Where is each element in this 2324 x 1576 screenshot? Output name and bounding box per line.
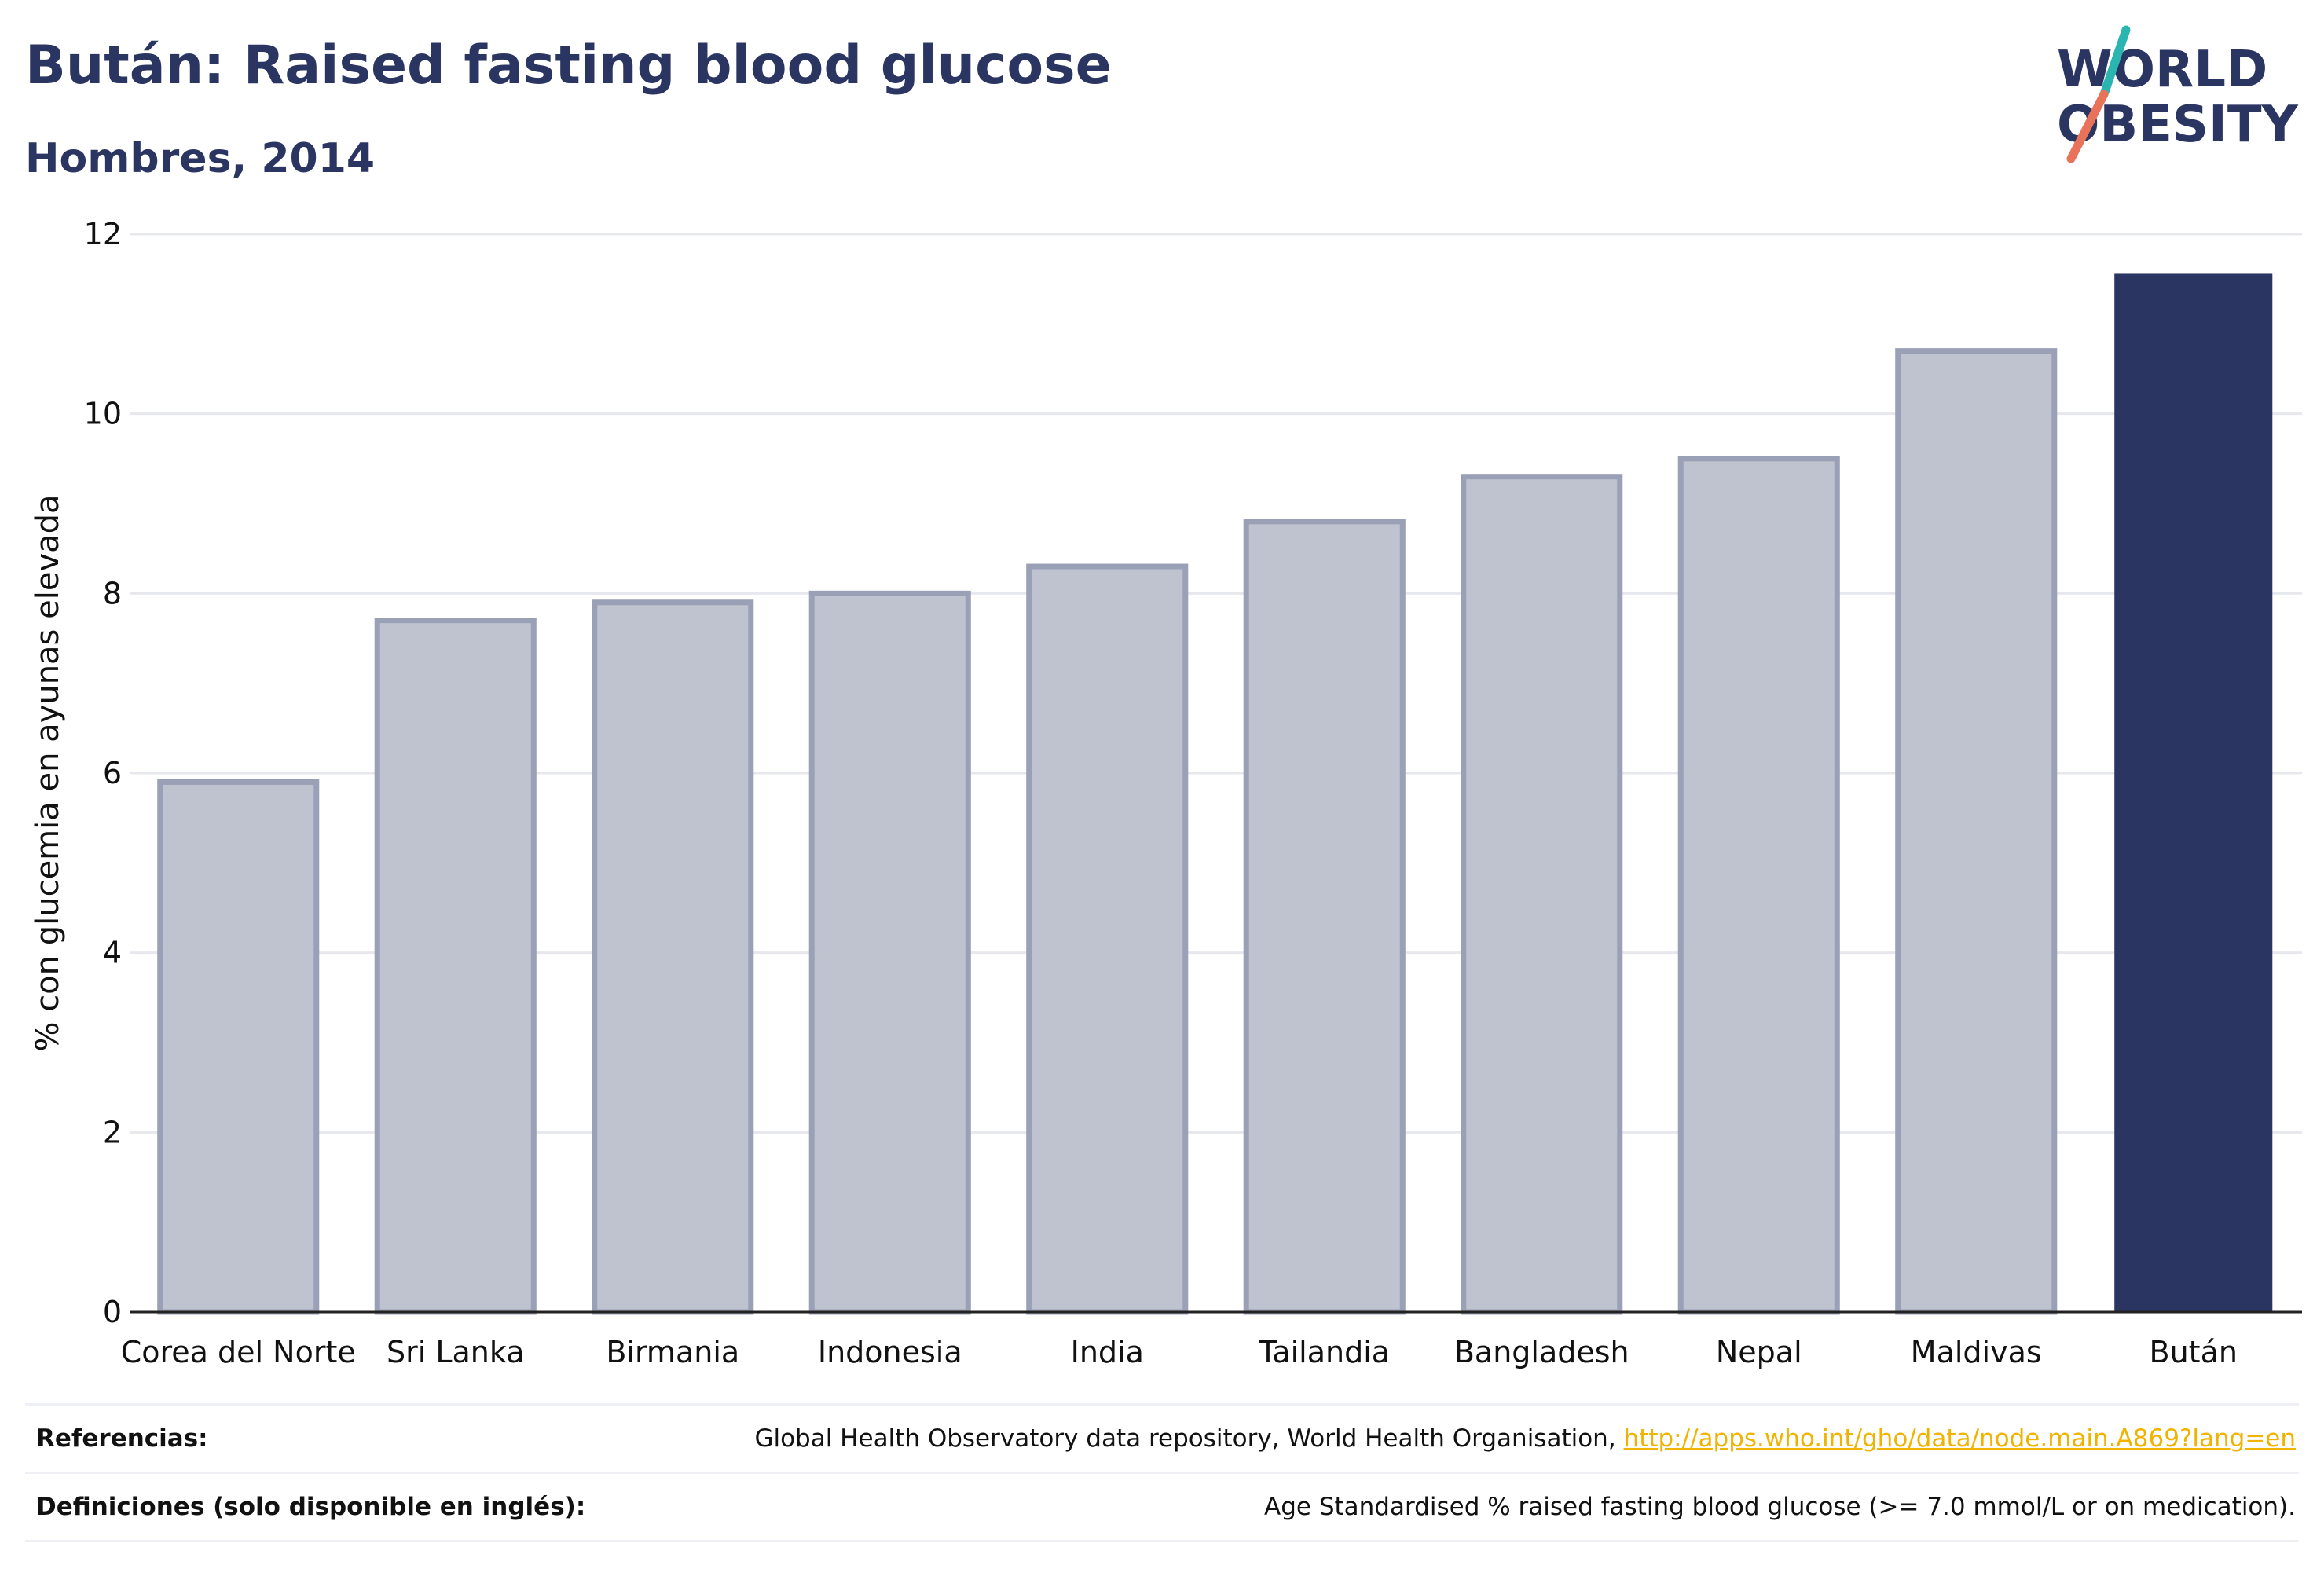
footer-table: Referencias: Global Health Observatory d… <box>25 1403 2299 1542</box>
references-label: Referencias: <box>36 1424 208 1453</box>
logo-slash-coral-icon <box>2066 90 2109 163</box>
y-tick-label-2: 2 <box>103 1115 122 1149</box>
x-tick-label: Nepal <box>1716 1335 1802 1369</box>
x-tick-label: Bután <box>2150 1335 2238 1369</box>
bar-nepal <box>1677 456 1840 1315</box>
x-tick-label: Indonesia <box>818 1335 962 1369</box>
y-tick-label-4: 4 <box>103 936 122 970</box>
y-tick-label-8: 8 <box>103 576 122 610</box>
definitions-label: Definiciones (solo disponible en inglés)… <box>36 1493 586 1521</box>
x-tick-label: Maldivas <box>1911 1335 2042 1369</box>
references-value: Global Health Observatory data repositor… <box>754 1424 2299 1453</box>
bar-indonesia <box>808 590 971 1315</box>
logo-slash-teal-icon <box>2099 25 2131 99</box>
definitions-value: Age Standardised % raised fasting blood … <box>1264 1493 2296 1521</box>
references-link[interactable]: http://apps.who.int/gho/data/node.main.A… <box>1623 1424 2296 1453</box>
page-title: Bután: Raised fasting blood glucose <box>25 35 1112 97</box>
page-subtitle: Hombres, 2014 <box>25 135 376 182</box>
bar-bután <box>2114 273 2273 1314</box>
references-row: Referencias: Global Health Observatory d… <box>25 1403 2299 1472</box>
world-obesity-logo: WORLD OBESITY <box>2057 25 2298 163</box>
x-tick-label: Tailandia <box>1258 1335 1390 1369</box>
bar-bangladesh <box>1461 474 1623 1315</box>
references-text: Global Health Observatory data repositor… <box>754 1424 1624 1453</box>
y-tick-label-10: 10 <box>84 397 122 431</box>
bar-tailandia <box>1243 519 1406 1315</box>
bar-india <box>1026 563 1189 1315</box>
bar-corea-del-norte <box>157 779 320 1315</box>
y-tick-label-0: 0 <box>103 1295 122 1329</box>
bar-chart: 0 2 4 6 8 10 12 % con glucemia en ayunas elevad… <box>30 217 2302 1369</box>
y-axis-title: % con glucemia en ayunas elevada <box>30 494 66 1051</box>
y-tick-label-12: 12 <box>84 217 122 251</box>
x-tick-label: Corea del Norte <box>121 1335 356 1369</box>
x-tick-label: Sri Lanka <box>387 1335 525 1369</box>
definitions-row: Definiciones (solo disponible en inglés)… <box>25 1472 2299 1542</box>
x-tick-label: Bangladesh <box>1454 1335 1629 1369</box>
bar-maldivas <box>1895 348 2058 1315</box>
x-tick-label: India <box>1071 1335 1144 1369</box>
x-tick-label: Birmania <box>606 1335 739 1369</box>
logo-line-1: WORLD <box>2057 41 2267 99</box>
bar-birmania <box>592 599 754 1315</box>
bar-sri-lanka <box>374 618 537 1315</box>
y-tick-label-6: 6 <box>103 756 122 790</box>
